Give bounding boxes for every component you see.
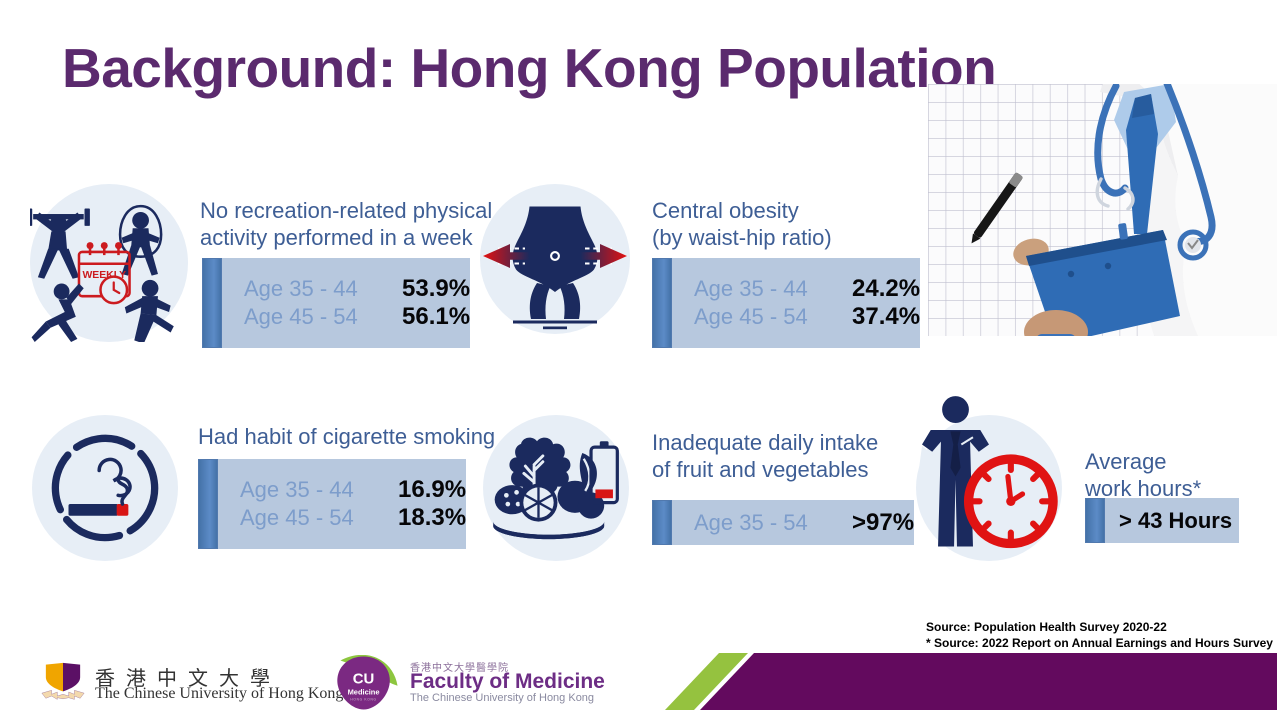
svg-text:CU: CU — [353, 671, 375, 688]
svg-text:Medicine: Medicine — [348, 688, 380, 697]
svg-text:HONG KONG: HONG KONG — [350, 698, 376, 702]
